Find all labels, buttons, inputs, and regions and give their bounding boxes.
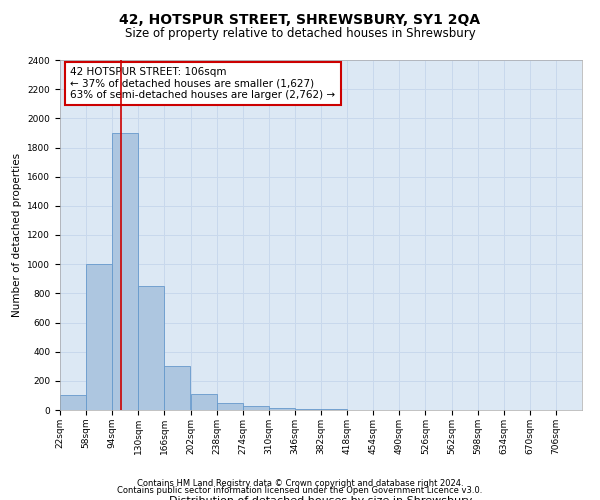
Text: 42, HOTSPUR STREET, SHREWSBURY, SY1 2QA: 42, HOTSPUR STREET, SHREWSBURY, SY1 2QA — [119, 12, 481, 26]
Bar — [242, 406, 269, 410]
Bar — [164, 366, 190, 410]
Text: Size of property relative to detached houses in Shrewsbury: Size of property relative to detached ho… — [125, 28, 475, 40]
Text: Contains public sector information licensed under the Open Government Licence v3: Contains public sector information licen… — [118, 486, 482, 495]
Bar — [139, 286, 164, 410]
Y-axis label: Number of detached properties: Number of detached properties — [12, 153, 22, 317]
X-axis label: Distribution of detached houses by size in Shrewsbury: Distribution of detached houses by size … — [169, 496, 473, 500]
Bar — [60, 396, 86, 410]
Bar — [112, 133, 138, 410]
Bar — [269, 408, 295, 410]
Text: 42 HOTSPUR STREET: 106sqm
← 37% of detached houses are smaller (1,627)
63% of se: 42 HOTSPUR STREET: 106sqm ← 37% of detac… — [70, 67, 335, 100]
Text: Contains HM Land Registry data © Crown copyright and database right 2024.: Contains HM Land Registry data © Crown c… — [137, 478, 463, 488]
Bar — [191, 394, 217, 410]
Bar — [217, 402, 242, 410]
Bar — [295, 409, 321, 410]
Bar — [86, 264, 112, 410]
